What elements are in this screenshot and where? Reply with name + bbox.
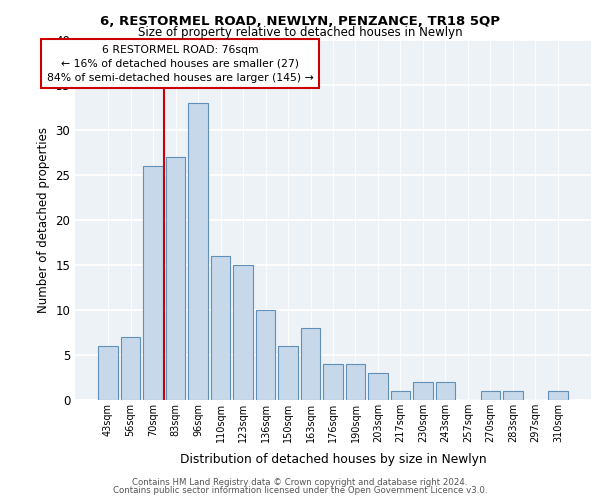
Bar bbox=[256, 310, 275, 400]
Bar bbox=[211, 256, 230, 400]
Bar bbox=[436, 382, 455, 400]
Bar bbox=[166, 157, 185, 400]
Bar bbox=[121, 337, 140, 400]
Bar bbox=[233, 265, 253, 400]
Bar bbox=[323, 364, 343, 400]
Bar bbox=[301, 328, 320, 400]
Text: Size of property relative to detached houses in Newlyn: Size of property relative to detached ho… bbox=[137, 26, 463, 39]
Bar bbox=[413, 382, 433, 400]
Bar bbox=[346, 364, 365, 400]
Bar bbox=[188, 103, 208, 400]
Bar bbox=[391, 391, 410, 400]
Text: Contains public sector information licensed under the Open Government Licence v3: Contains public sector information licen… bbox=[113, 486, 487, 495]
Text: Contains HM Land Registry data © Crown copyright and database right 2024.: Contains HM Land Registry data © Crown c… bbox=[132, 478, 468, 487]
Bar bbox=[98, 346, 118, 400]
Y-axis label: Number of detached properties: Number of detached properties bbox=[37, 127, 50, 313]
Text: 6, RESTORMEL ROAD, NEWLYN, PENZANCE, TR18 5QP: 6, RESTORMEL ROAD, NEWLYN, PENZANCE, TR1… bbox=[100, 15, 500, 28]
Bar bbox=[278, 346, 298, 400]
Bar bbox=[143, 166, 163, 400]
Bar bbox=[481, 391, 500, 400]
Bar bbox=[548, 391, 568, 400]
Bar bbox=[368, 373, 388, 400]
X-axis label: Distribution of detached houses by size in Newlyn: Distribution of detached houses by size … bbox=[179, 454, 487, 466]
Bar bbox=[503, 391, 523, 400]
Text: 6 RESTORMEL ROAD: 76sqm
← 16% of detached houses are smaller (27)
84% of semi-de: 6 RESTORMEL ROAD: 76sqm ← 16% of detache… bbox=[47, 44, 313, 82]
